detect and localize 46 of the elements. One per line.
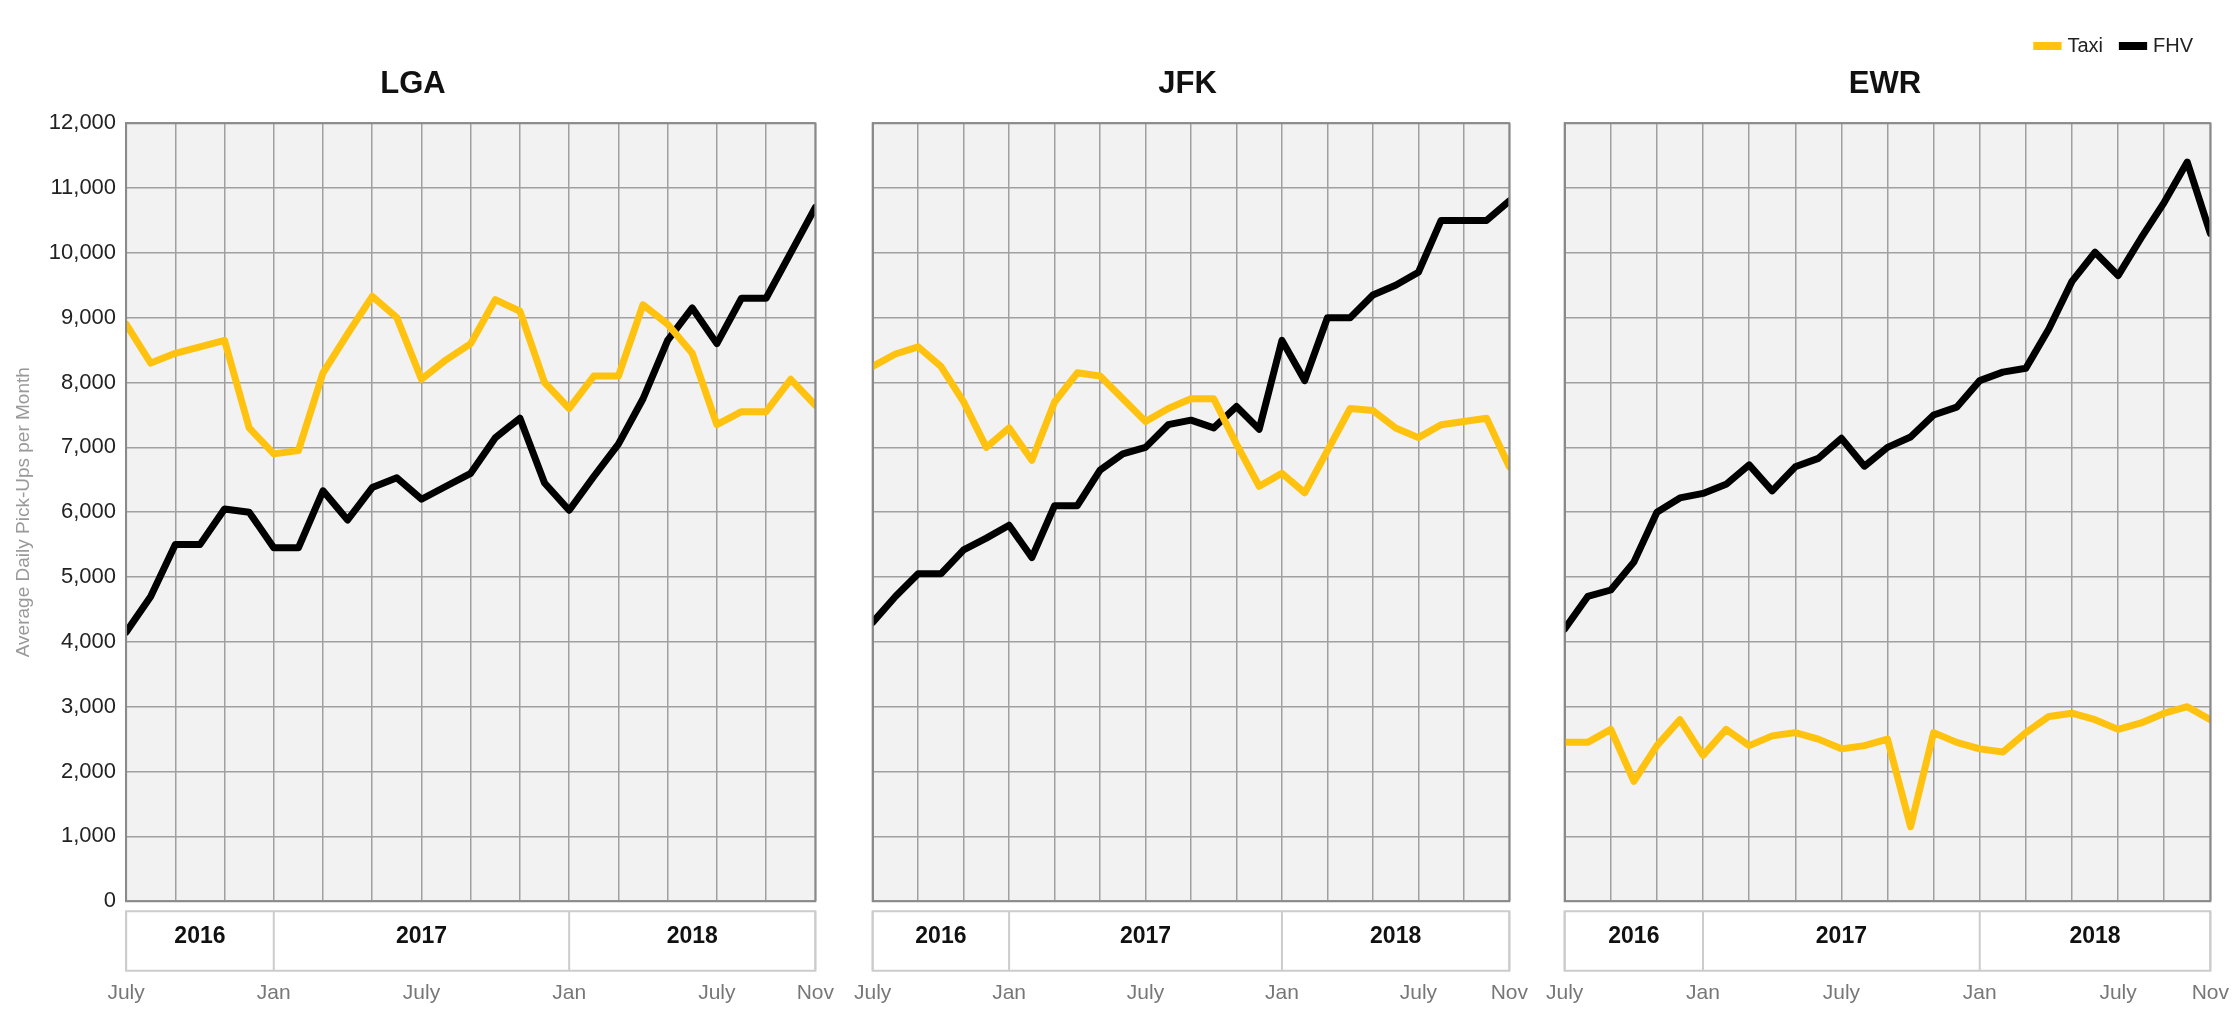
y-tick-label: 12,000 xyxy=(48,109,117,135)
y-tick-label: 1,000 xyxy=(61,822,117,848)
x-tick-label: July xyxy=(853,980,892,1004)
y-tick-label: 2,000 xyxy=(61,757,117,783)
x-tick-label: Jan xyxy=(1962,980,1997,1004)
y-tick-label: 3,000 xyxy=(61,692,117,718)
x2-tick-label: 2016 xyxy=(1608,922,1660,949)
y-tick-label: 0 xyxy=(103,887,117,913)
x-tick-label: July xyxy=(1399,980,1438,1004)
x2-tick-label: 2018 xyxy=(1370,922,1422,949)
x2-tick-label: 2016 xyxy=(915,922,967,949)
x2-tick-label: 2017 xyxy=(395,922,448,949)
legend-label: FHV xyxy=(2153,33,2194,56)
x-tick-label: July xyxy=(402,980,441,1004)
x-tick-label: Jan xyxy=(992,980,1027,1004)
x-tick-label: July xyxy=(1822,980,1861,1004)
x2-tick-label: 2017 xyxy=(1119,922,1172,949)
x-tick-label: July xyxy=(1126,980,1165,1004)
x2-tick-label: 2016 xyxy=(174,922,226,949)
y-axis-title: Average Daily Pick-Ups per Month xyxy=(11,367,33,658)
chart-title: JFK xyxy=(1158,65,1218,101)
x-tick-label: Jan xyxy=(256,980,291,1004)
x2-tick-label: 2018 xyxy=(666,922,719,949)
y-tick-label: 9,000 xyxy=(61,303,117,329)
y-tick-label: 11,000 xyxy=(50,174,117,200)
y-tick-label: 4,000 xyxy=(61,627,117,653)
x-tick-label: Nov xyxy=(2191,980,2230,1004)
x-tick-label: July xyxy=(107,980,146,1004)
x-tick-label: Nov xyxy=(1490,980,1529,1004)
x-tick-label: Jan xyxy=(552,980,587,1004)
x2-tick-label: 2018 xyxy=(2069,922,2121,949)
y-tick-label: 8,000 xyxy=(61,368,117,394)
y-tick-label: 10,000 xyxy=(48,238,117,264)
chart-title: EWR xyxy=(1848,65,1922,101)
x-tick-label: Jan xyxy=(1265,980,1299,1004)
y-tick-label: 5,000 xyxy=(61,563,117,589)
x-tick-label: Jan xyxy=(1686,980,1720,1004)
y-tick-label: 7,000 xyxy=(61,433,117,459)
y-tick-label: 6,000 xyxy=(61,498,117,524)
x-tick-label: Nov xyxy=(796,980,835,1004)
x-tick-label: July xyxy=(1545,980,1584,1004)
chart-title: LGA xyxy=(380,65,446,101)
x2-tick-label: 2017 xyxy=(1815,922,1867,949)
legend-label: Taxi xyxy=(2067,33,2104,56)
x-tick-label: July xyxy=(698,980,737,1004)
x-tick-label: July xyxy=(2099,980,2138,1004)
